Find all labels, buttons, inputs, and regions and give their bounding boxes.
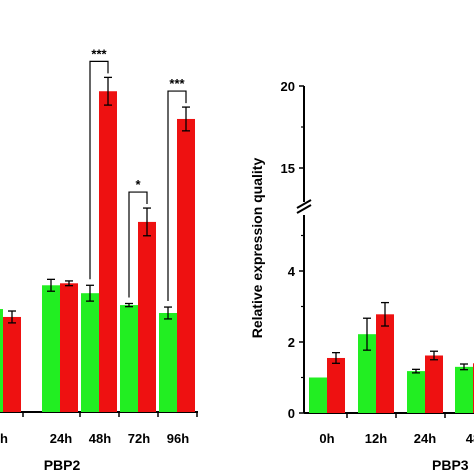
pbp2-bar-1-4 (177, 118, 195, 413)
pbp3-x-tick-label-1: 12h (365, 431, 387, 446)
pbp2-sig-bracket-1 (128, 191, 148, 298)
pbp3-y-tick-label-1: 2 (288, 335, 295, 350)
pbp2-x-tick-label-3: 72h (128, 431, 150, 446)
pbp3-x-tick-label-3: 48 (466, 431, 474, 446)
pbp3-title: PBP3 (432, 457, 469, 473)
pbp2-bar-0-0 (0, 309, 3, 412)
pbp2-title: PBP2 (44, 457, 81, 473)
pbp3-bar-0-0 (309, 377, 327, 413)
pbp3-bar-1-2 (425, 355, 443, 413)
pbp2-bar-1-0 (3, 316, 21, 412)
pbp3-bar-0-3 (455, 366, 473, 413)
pbp3-y-tick-label-3: 15 (281, 161, 295, 176)
pbp2-x-tick-label-2: 48h (89, 431, 111, 446)
pbp3-axis-break-mark-0 (296, 204, 312, 214)
pbp2-sig-bracket-0 (89, 60, 109, 280)
pbp3-x-tick-label-2: 24h (414, 431, 436, 446)
pbp2-bar-0-4 (159, 313, 177, 412)
pbp2-bar-1-2 (99, 91, 117, 413)
pbp2-sig-bracket-2 (167, 90, 187, 302)
pbp3-bar-0-1 (358, 334, 376, 413)
pbp2-bar-1-1 (60, 283, 78, 412)
pbp2-sig-label-1: * (135, 177, 141, 192)
pbp3-y-tick-label-4: 20 (281, 79, 295, 94)
pbp2-bar-0-3 (120, 305, 138, 412)
pbp2-sig-label-2: *** (169, 76, 185, 91)
pbp2-x-tick-label-0: h (0, 431, 8, 446)
pbp2-bar-0-1 (42, 285, 60, 412)
pbp2-bar-0-2 (81, 293, 99, 412)
pbp3-bar-1-0 (327, 357, 345, 413)
pbp3-y-tick-label-2: 4 (288, 264, 296, 279)
pbp2-sig-label-0: *** (91, 46, 107, 61)
pbp3-x-tick-label-0: 0h (319, 431, 334, 446)
pbp3-axis-break-mark-1 (296, 199, 312, 209)
pbp2-x-tick-label-4: 96h (167, 431, 189, 446)
pbp3-y-axis-label: Relative expression quality (249, 158, 265, 339)
pbp3-bar-1-1 (376, 314, 394, 413)
pbp2-bar-1-3 (138, 221, 156, 412)
pbp2-x-tick-label-1: 24h (50, 431, 72, 446)
pbp3-y-tick-label-0: 0 (288, 406, 295, 421)
pbp3-bar-0-2 (407, 371, 425, 413)
